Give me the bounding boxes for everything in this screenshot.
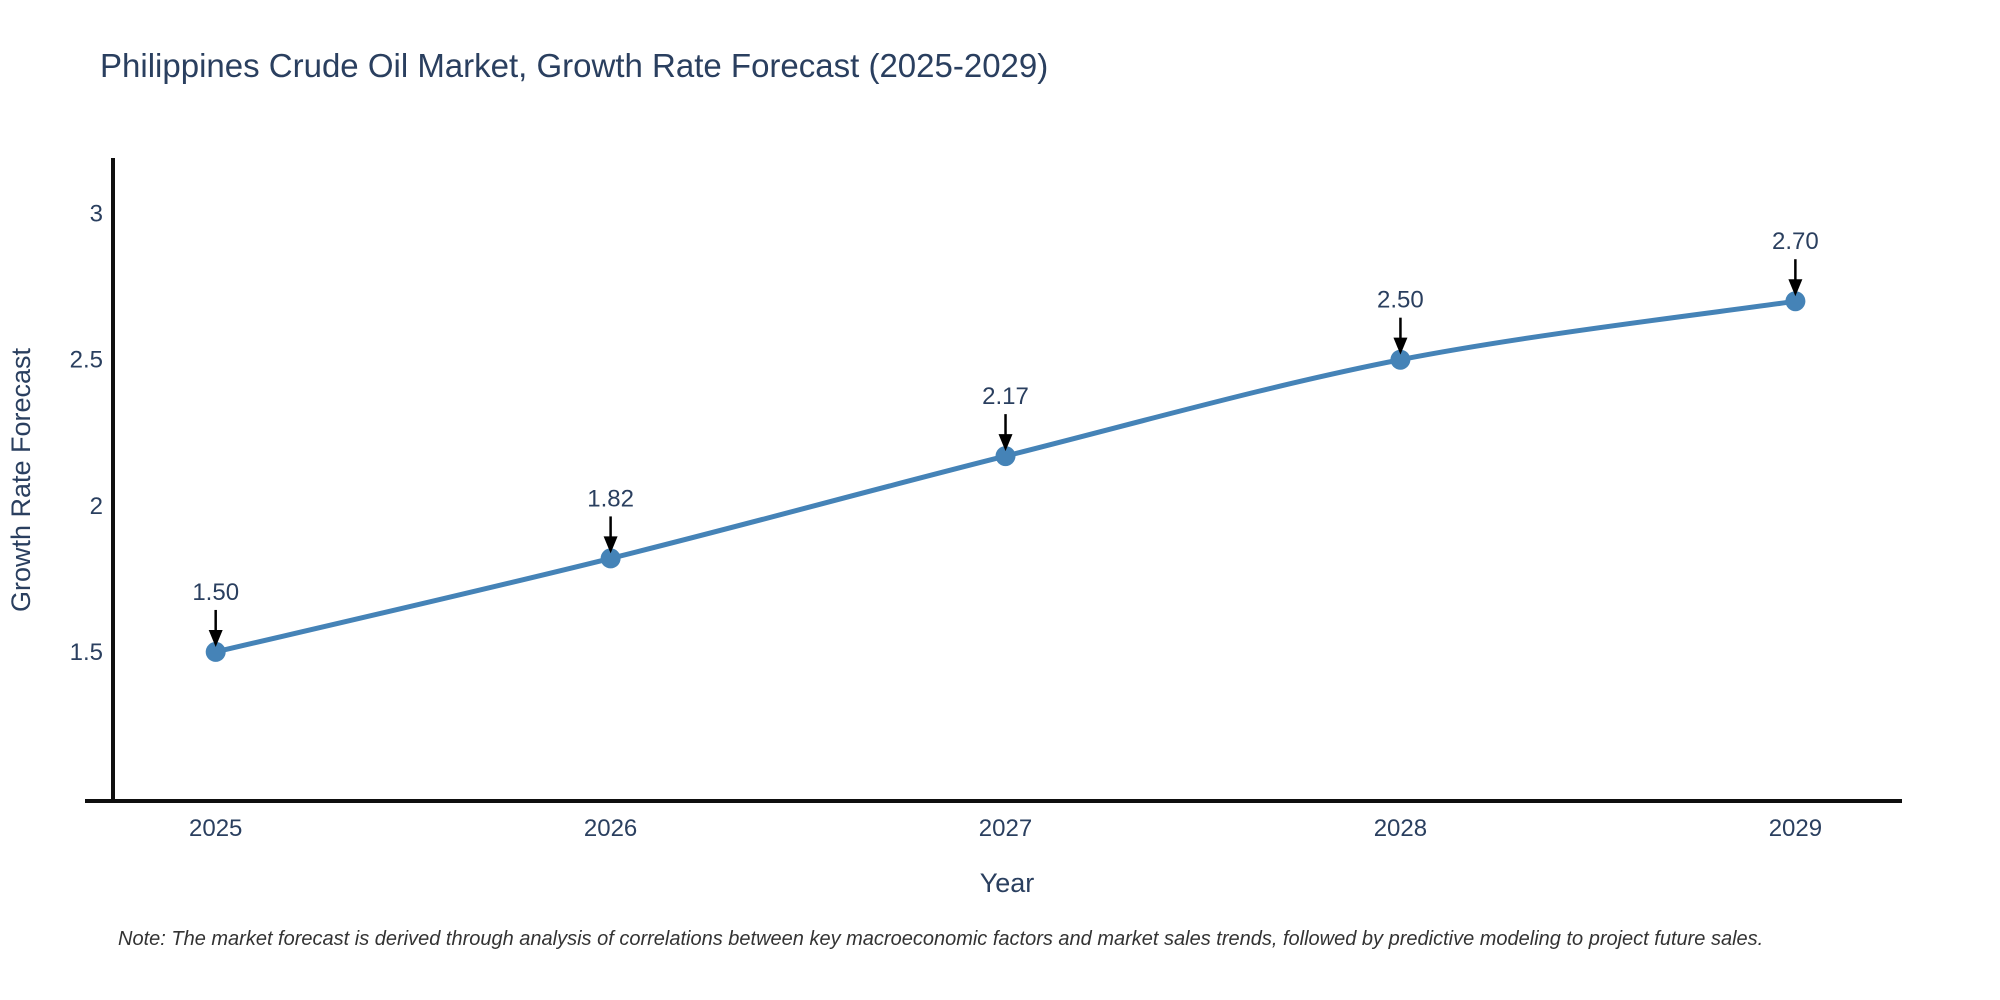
x-axis-tick-labels: 2025 2026 2027 2028 2029 [189, 815, 1822, 842]
annotations-group: 1.50 1.82 2.17 2.50 2.70 [192, 228, 1819, 647]
point-label: 2.17 [982, 383, 1029, 410]
annotation-arrowhead-icon [1788, 279, 1803, 297]
y-tick-label: 2.5 [70, 347, 103, 374]
data-point-marker [205, 641, 226, 662]
y-tick-label: 2 [90, 493, 103, 520]
y-axis-tick-labels: 1.5 2 2.5 3 [70, 201, 103, 666]
data-point-marker [995, 446, 1016, 467]
x-tick-label: 2028 [1374, 815, 1427, 842]
x-tick-label: 2025 [189, 815, 242, 842]
y-tick-label: 1.5 [70, 639, 103, 666]
series-group [205, 291, 1806, 662]
data-point-marker [1390, 349, 1411, 370]
x-tick-label: 2029 [1769, 815, 1822, 842]
chart-title: Philippines Crude Oil Market, Growth Rat… [100, 47, 1048, 84]
annotation-arrowhead-icon [1393, 337, 1408, 355]
x-tick-label: 2026 [584, 815, 637, 842]
chart-note: Note: The market forecast is derived thr… [118, 928, 1763, 950]
data-point-marker [600, 548, 621, 569]
data-point-marker [1785, 291, 1806, 312]
y-axis-title: Growth Rate Forecast [6, 347, 36, 612]
series-line [215, 298, 1796, 655]
annotation-arrowhead-icon [998, 434, 1013, 452]
point-label: 1.82 [587, 485, 634, 512]
x-tick-label: 2027 [979, 815, 1032, 842]
point-label: 2.50 [1377, 287, 1424, 314]
point-label: 1.50 [192, 579, 239, 606]
x-axis-title: Year [980, 868, 1035, 898]
annotation-arrowhead-icon [208, 629, 223, 647]
y-tick-label: 3 [90, 201, 103, 228]
point-label: 2.70 [1772, 228, 1819, 255]
annotation-arrowhead-icon [603, 536, 618, 554]
